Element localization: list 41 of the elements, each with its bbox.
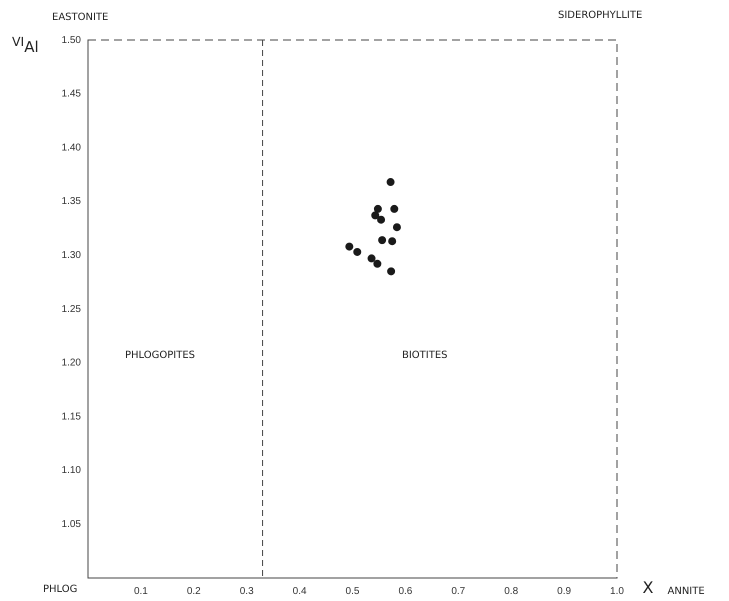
x-tick-label: 0.7 (451, 586, 466, 597)
y-tick-label: 1.40 (62, 142, 82, 154)
x-tick-label: 0.8 (504, 586, 519, 597)
x-tick-label: 0.5 (346, 586, 360, 597)
y-tick-label: 1.45 (62, 88, 82, 100)
point (392, 223, 401, 232)
point (387, 267, 396, 276)
y-tick-label: 1.25 (62, 304, 82, 315)
point (353, 248, 362, 256)
y-tick-label: 1.15 (62, 411, 82, 422)
point (377, 216, 386, 224)
x-tick-label: 0.4 (292, 586, 307, 597)
text: ANNITE (668, 586, 705, 597)
y-tick-label: 1.20 (62, 358, 82, 369)
y-tick-label: 1.50 (62, 34, 82, 46)
y-tick-label: 1.30 (62, 250, 82, 261)
text: PHLOG (43, 584, 78, 595)
x-tick-label: 0.2 (186, 586, 202, 597)
point (390, 204, 398, 213)
point (374, 204, 382, 213)
point (371, 211, 380, 220)
x-tick-label: 0.1 (134, 586, 148, 597)
text: SIDEROPHYLLITE (558, 10, 642, 21)
text: EASTONITE (52, 12, 108, 23)
x-tick-label: 0.9 (557, 586, 572, 597)
point (388, 237, 396, 246)
y-tick-label: 1.10 (62, 465, 82, 476)
x-tick-label: 0.6 (398, 586, 413, 597)
y-tick-label: 1.05 (62, 518, 82, 530)
annotation: PHLOGOPITES (125, 350, 196, 361)
y-tick-label: 1.35 (62, 196, 82, 208)
x-tick-label: 1.0 (610, 586, 624, 597)
point (378, 236, 386, 244)
point (345, 242, 354, 251)
x-axis-title: X (642, 578, 654, 597)
point (373, 260, 382, 268)
point (386, 178, 395, 186)
point (368, 254, 376, 262)
x-tick-label: 0.3 (240, 586, 254, 597)
annotation: BIOTITES (402, 350, 448, 361)
y-axis-title: $^{VI}$Al (12, 34, 39, 56)
